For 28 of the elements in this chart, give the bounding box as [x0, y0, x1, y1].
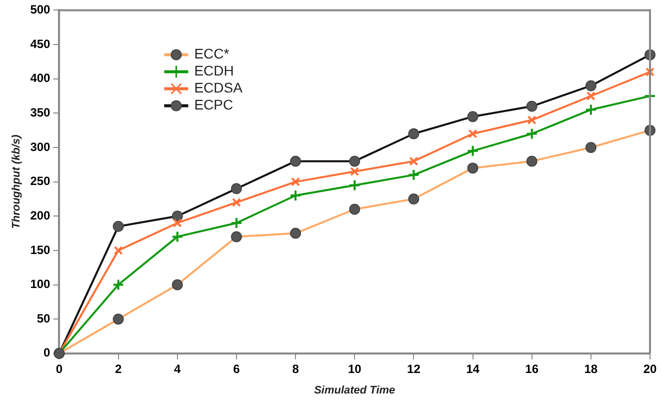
x-tick-label: 2 — [114, 362, 122, 376]
y-tick-label: 100 — [30, 277, 51, 292]
legend-label: ECDSA — [194, 80, 244, 96]
legend-label: ECC* — [194, 46, 230, 62]
x-tick-label: 18 — [584, 362, 598, 376]
x-tick-label: 10 — [348, 362, 362, 376]
y-tick-label: 350 — [30, 105, 51, 120]
x-tick-label: 20 — [643, 362, 657, 376]
x-tick-label: 8 — [292, 362, 300, 376]
x-tick-label: 4 — [174, 362, 182, 376]
y-axis-title: Throughput (kb/s) — [10, 134, 23, 229]
y-tick-label: 450 — [30, 36, 51, 51]
x-tick-label: 6 — [233, 362, 240, 376]
y-tick-label: 250 — [30, 174, 51, 188]
y-tick-label: 50 — [36, 311, 51, 326]
y-tick-label: 400 — [30, 71, 51, 86]
x-axis-title: Simulated Time — [314, 384, 396, 396]
x-tick-label: 16 — [525, 362, 539, 376]
x-tick-label: 0 — [56, 362, 63, 376]
legend-label: ECPC — [194, 96, 234, 113]
legend-label: ECDH — [194, 62, 234, 79]
y-tick-label: 0 — [44, 346, 51, 360]
y-tick-label: 200 — [30, 208, 51, 222]
y-tick-label: 500 — [30, 2, 51, 17]
x-tick-label: 14 — [466, 362, 480, 376]
x-tick-label: 12 — [407, 362, 421, 376]
y-tick-label: 300 — [30, 140, 51, 154]
y-tick-label: 150 — [30, 242, 51, 257]
